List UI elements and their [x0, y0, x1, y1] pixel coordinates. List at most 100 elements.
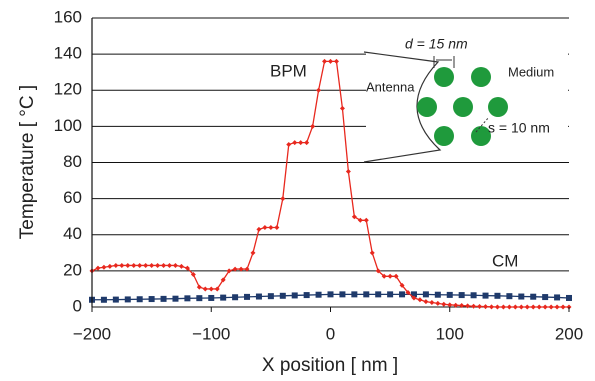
data-point — [422, 291, 429, 298]
data-point — [172, 262, 178, 268]
x-axis-label: X position [ nm ] — [262, 355, 398, 376]
data-point — [286, 141, 292, 147]
data-point — [458, 292, 465, 299]
data-point — [518, 293, 525, 300]
data-point — [446, 291, 453, 298]
data-point — [375, 268, 381, 274]
data-point — [148, 296, 155, 303]
data-point — [441, 301, 447, 307]
y-tick-label: 120 — [54, 80, 82, 99]
particle — [417, 97, 437, 117]
data-point — [560, 304, 566, 310]
data-point — [298, 140, 304, 146]
inset-diagram: d = 15 nm s = 10 nm Medium Antenna — [363, 24, 568, 163]
data-point — [202, 286, 208, 292]
medium-label: Medium — [508, 64, 554, 79]
data-point — [506, 304, 512, 310]
y-tick-label: 160 — [54, 7, 82, 26]
s-label: s = 10 nm — [488, 120, 550, 136]
particle — [471, 67, 491, 87]
data-point — [208, 294, 215, 301]
data-point — [149, 262, 155, 268]
data-point — [220, 277, 226, 283]
data-point — [279, 292, 286, 299]
data-point — [262, 225, 268, 231]
data-point — [554, 304, 560, 310]
data-point — [95, 265, 101, 271]
x-tick-label: −200 — [73, 324, 111, 343]
data-point — [256, 226, 262, 232]
data-point — [214, 286, 220, 292]
data-point — [363, 217, 369, 223]
data-point — [333, 58, 339, 64]
data-point — [167, 262, 173, 268]
data-point — [160, 295, 167, 302]
data-point — [393, 273, 399, 279]
data-point — [244, 293, 251, 300]
cm-label: CM — [492, 251, 518, 270]
data-point — [530, 293, 537, 300]
data-point — [161, 262, 167, 268]
data-point — [220, 294, 227, 301]
data-point — [488, 304, 494, 310]
data-point — [506, 293, 513, 300]
data-point — [184, 295, 191, 302]
data-point — [113, 262, 119, 268]
data-point — [100, 296, 107, 303]
y-tick-label: 80 — [63, 152, 82, 171]
data-point — [339, 291, 346, 298]
data-point — [351, 214, 357, 220]
data-point — [477, 303, 483, 309]
data-point — [518, 304, 524, 310]
data-point — [292, 140, 298, 146]
data-point — [322, 58, 328, 64]
data-point — [172, 295, 179, 302]
data-point — [291, 292, 298, 299]
data-point — [410, 291, 417, 298]
y-tick-label: 0 — [73, 296, 82, 315]
data-point — [381, 273, 387, 279]
data-point — [178, 263, 184, 269]
data-point — [405, 290, 411, 296]
data-point — [107, 263, 113, 269]
data-point — [500, 304, 506, 310]
data-point — [119, 262, 125, 268]
data-point — [530, 304, 536, 310]
data-point — [316, 87, 322, 93]
data-point — [494, 304, 500, 310]
data-point — [125, 262, 131, 268]
data-point — [351, 291, 358, 298]
data-point — [315, 291, 322, 298]
y-tick-label: 40 — [63, 224, 82, 243]
data-point — [566, 294, 572, 301]
data-point — [542, 304, 548, 310]
data-point — [280, 196, 286, 202]
data-point — [196, 284, 202, 290]
data-point — [482, 292, 489, 299]
data-point — [268, 225, 274, 231]
data-point — [471, 303, 477, 309]
data-point — [363, 291, 370, 298]
data-point — [434, 291, 441, 298]
data-point — [465, 303, 471, 309]
y-tick-label: 140 — [54, 44, 82, 63]
data-point — [155, 262, 161, 268]
data-point — [494, 292, 501, 299]
particle — [434, 67, 454, 87]
data-point — [327, 291, 334, 298]
data-point — [232, 294, 239, 301]
data-point — [328, 58, 333, 64]
d-label: d = 15 nm — [405, 36, 468, 52]
data-point — [417, 297, 423, 303]
inset-background — [366, 24, 568, 154]
data-point — [274, 225, 280, 231]
data-point — [345, 169, 351, 175]
data-point — [554, 294, 561, 301]
data-point — [184, 265, 190, 271]
data-point — [369, 250, 375, 256]
data-point — [512, 304, 518, 310]
particle — [434, 126, 454, 146]
data-point — [101, 264, 107, 270]
data-point — [548, 304, 554, 310]
